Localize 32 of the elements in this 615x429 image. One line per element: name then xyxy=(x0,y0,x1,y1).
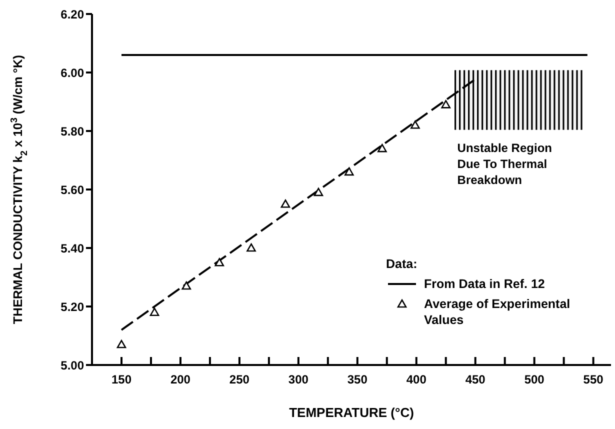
legend-label: Average of Experimental Values xyxy=(424,296,572,328)
point xyxy=(150,308,160,316)
x-tick-label: 450 xyxy=(465,372,486,387)
point xyxy=(182,281,192,290)
point xyxy=(441,100,451,108)
point xyxy=(116,340,126,348)
x-tick-label: 500 xyxy=(524,372,545,387)
y-tick-label: 5.60 xyxy=(60,182,84,197)
x-tick-label: 300 xyxy=(288,372,309,387)
point xyxy=(214,258,224,266)
point xyxy=(314,188,324,196)
y-tick-label: 5.40 xyxy=(60,241,84,256)
point xyxy=(246,243,256,252)
x-tick-label: 350 xyxy=(347,372,368,387)
y-tick-label: 6.20 xyxy=(60,7,84,22)
point xyxy=(280,199,290,208)
y-tick-label: 5.00 xyxy=(60,358,84,372)
legend-label: From Data in Ref. 12 xyxy=(424,276,545,292)
x-axis-title: TEMPERATURE (°C) xyxy=(289,405,414,420)
y-tick-label: 5.80 xyxy=(60,124,84,138)
x-tick-label: 400 xyxy=(406,372,427,387)
y-tick-label: 6.00 xyxy=(60,66,84,80)
point xyxy=(344,167,354,176)
legend-title: Data: xyxy=(386,256,418,272)
y-tick-label: 5.20 xyxy=(60,300,84,314)
x-tick-label: 150 xyxy=(111,372,132,387)
point xyxy=(378,144,387,152)
point xyxy=(410,120,420,129)
x-tick-label: 200 xyxy=(170,372,191,387)
x-tick-label: 550 xyxy=(583,372,604,387)
band-label: Unstable Region Due To Thermal Breakdown xyxy=(457,140,552,187)
x-tick-label: 250 xyxy=(229,372,250,387)
